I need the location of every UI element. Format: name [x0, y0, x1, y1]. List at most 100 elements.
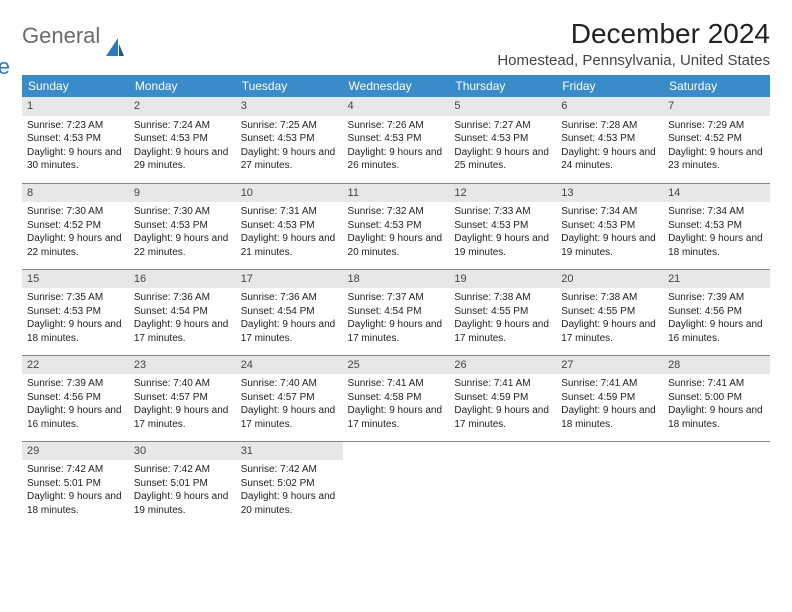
daylight-text: Daylight: 9 hours and 16 minutes.	[27, 404, 124, 431]
calendar-day-cell: 7Sunrise: 7:29 AMSunset: 4:52 PMDaylight…	[663, 97, 770, 183]
sunrise-text: Sunrise: 7:37 AM	[348, 291, 445, 305]
day-content: Sunrise: 7:42 AMSunset: 5:02 PMDaylight:…	[241, 463, 338, 517]
sunrise-text: Sunrise: 7:30 AM	[27, 205, 124, 219]
calendar-table: SundayMondayTuesdayWednesdayThursdayFrid…	[22, 75, 770, 527]
sunrise-text: Sunrise: 7:36 AM	[134, 291, 231, 305]
sunset-text: Sunset: 4:54 PM	[134, 305, 231, 319]
day-number: 29	[22, 442, 129, 461]
day-content: Sunrise: 7:23 AMSunset: 4:53 PMDaylight:…	[27, 119, 124, 173]
calendar-day-cell: 13Sunrise: 7:34 AMSunset: 4:53 PMDayligh…	[556, 183, 663, 269]
calendar-day-cell: 28Sunrise: 7:41 AMSunset: 5:00 PMDayligh…	[663, 355, 770, 441]
day-number: 17	[236, 270, 343, 289]
sunset-text: Sunset: 4:53 PM	[241, 219, 338, 233]
day-number: 23	[129, 356, 236, 375]
daylight-text: Daylight: 9 hours and 22 minutes.	[134, 232, 231, 259]
sunrise-text: Sunrise: 7:40 AM	[241, 377, 338, 391]
sunset-text: Sunset: 4:54 PM	[348, 305, 445, 319]
day-number: 25	[343, 356, 450, 375]
calendar-day-cell: 11Sunrise: 7:32 AMSunset: 4:53 PMDayligh…	[343, 183, 450, 269]
sunrise-text: Sunrise: 7:29 AM	[668, 119, 765, 133]
sunrise-text: Sunrise: 7:39 AM	[668, 291, 765, 305]
day-content: Sunrise: 7:30 AMSunset: 4:52 PMDaylight:…	[27, 205, 124, 259]
daylight-text: Daylight: 9 hours and 27 minutes.	[241, 146, 338, 173]
day-header: Wednesday	[343, 75, 450, 97]
day-content: Sunrise: 7:31 AMSunset: 4:53 PMDaylight:…	[241, 205, 338, 259]
daylight-text: Daylight: 9 hours and 17 minutes.	[348, 404, 445, 431]
daylight-text: Daylight: 9 hours and 18 minutes.	[27, 490, 124, 517]
calendar-day-cell	[449, 441, 556, 527]
sunrise-text: Sunrise: 7:41 AM	[668, 377, 765, 391]
daylight-text: Daylight: 9 hours and 30 minutes.	[27, 146, 124, 173]
day-header: Saturday	[663, 75, 770, 97]
day-number: 31	[236, 442, 343, 461]
day-content: Sunrise: 7:38 AMSunset: 4:55 PMDaylight:…	[454, 291, 551, 345]
daylight-text: Daylight: 9 hours and 17 minutes.	[241, 404, 338, 431]
day-content: Sunrise: 7:41 AMSunset: 4:59 PMDaylight:…	[454, 377, 551, 431]
calendar-day-cell	[663, 441, 770, 527]
header: General Blue December 2024 Homestead, Pe…	[22, 18, 770, 69]
day-content: Sunrise: 7:35 AMSunset: 4:53 PMDaylight:…	[27, 291, 124, 345]
sunset-text: Sunset: 4:53 PM	[454, 132, 551, 146]
daylight-text: Daylight: 9 hours and 17 minutes.	[348, 318, 445, 345]
day-number: 2	[129, 97, 236, 116]
sunrise-text: Sunrise: 7:24 AM	[134, 119, 231, 133]
day-content: Sunrise: 7:39 AMSunset: 4:56 PMDaylight:…	[27, 377, 124, 431]
day-number: 12	[449, 184, 556, 203]
day-number: 14	[663, 184, 770, 203]
calendar-day-cell: 2Sunrise: 7:24 AMSunset: 4:53 PMDaylight…	[129, 97, 236, 183]
sunrise-text: Sunrise: 7:38 AM	[454, 291, 551, 305]
daylight-text: Daylight: 9 hours and 17 minutes.	[454, 404, 551, 431]
daylight-text: Daylight: 9 hours and 18 minutes.	[27, 318, 124, 345]
daylight-text: Daylight: 9 hours and 16 minutes.	[668, 318, 765, 345]
calendar-day-cell: 23Sunrise: 7:40 AMSunset: 4:57 PMDayligh…	[129, 355, 236, 441]
logo-word-blue: Blue	[0, 57, 44, 78]
calendar-day-cell	[556, 441, 663, 527]
sunset-text: Sunset: 4:52 PM	[668, 132, 765, 146]
day-content: Sunrise: 7:41 AMSunset: 5:00 PMDaylight:…	[668, 377, 765, 431]
day-number: 24	[236, 356, 343, 375]
calendar-day-cell: 15 Sunrise: 7:35 AMSunset: 4:53 PMDayligh…	[22, 269, 129, 355]
sunrise-text: Sunrise: 7:30 AM	[134, 205, 231, 219]
sunrise-text: Sunrise: 7:39 AM	[27, 377, 124, 391]
day-header: Tuesday	[236, 75, 343, 97]
daylight-text: Daylight: 9 hours and 19 minutes.	[561, 232, 658, 259]
sunset-text: Sunset: 4:55 PM	[561, 305, 658, 319]
day-number: 30	[129, 442, 236, 461]
daylight-text: Daylight: 9 hours and 26 minutes.	[348, 146, 445, 173]
sunrise-text: Sunrise: 7:36 AM	[241, 291, 338, 305]
day-content: Sunrise: 7:41 AMSunset: 4:58 PMDaylight:…	[348, 377, 445, 431]
sunrise-text: Sunrise: 7:42 AM	[241, 463, 338, 477]
sunset-text: Sunset: 4:57 PM	[134, 391, 231, 405]
sunset-text: Sunset: 4:55 PM	[454, 305, 551, 319]
sunrise-text: Sunrise: 7:25 AM	[241, 119, 338, 133]
day-content: Sunrise: 7:34 AMSunset: 4:53 PMDaylight:…	[668, 205, 765, 259]
day-number: 9	[129, 184, 236, 203]
day-number: 22	[22, 356, 129, 375]
day-number: 15	[22, 270, 129, 289]
sunrise-text: Sunrise: 7:28 AM	[561, 119, 658, 133]
daylight-text: Daylight: 9 hours and 18 minutes.	[668, 232, 765, 259]
sunset-text: Sunset: 4:53 PM	[348, 219, 445, 233]
sunrise-text: Sunrise: 7:41 AM	[454, 377, 551, 391]
sunrise-text: Sunrise: 7:40 AM	[134, 377, 231, 391]
calendar-day-cell: 1Sunrise: 7:23 AMSunset: 4:53 PMDaylight…	[22, 97, 129, 183]
sunset-text: Sunset: 5:00 PM	[668, 391, 765, 405]
calendar-day-cell: 4Sunrise: 7:26 AMSunset: 4:53 PMDaylight…	[343, 97, 450, 183]
day-number: 8	[22, 184, 129, 203]
sunset-text: Sunset: 4:53 PM	[561, 132, 658, 146]
day-content: Sunrise: 7:29 AMSunset: 4:52 PMDaylight:…	[668, 119, 765, 173]
sunset-text: Sunset: 4:52 PM	[27, 219, 124, 233]
day-content: Sunrise: 7:42 AMSunset: 5:01 PMDaylight:…	[134, 463, 231, 517]
sunrise-text: Sunrise: 7:34 AM	[668, 205, 765, 219]
daylight-text: Daylight: 9 hours and 19 minutes.	[454, 232, 551, 259]
day-number: 27	[556, 356, 663, 375]
day-number: 4	[343, 97, 450, 116]
sunrise-text: Sunrise: 7:23 AM	[27, 119, 124, 133]
daylight-text: Daylight: 9 hours and 19 minutes.	[134, 490, 231, 517]
sunrise-text: Sunrise: 7:31 AM	[241, 205, 338, 219]
sunset-text: Sunset: 4:53 PM	[134, 132, 231, 146]
calendar-day-cell: 5Sunrise: 7:27 AMSunset: 4:53 PMDaylight…	[449, 97, 556, 183]
calendar-day-cell: 18Sunrise: 7:37 AMSunset: 4:54 PMDayligh…	[343, 269, 450, 355]
day-number: 10	[236, 184, 343, 203]
sunset-text: Sunset: 4:54 PM	[241, 305, 338, 319]
